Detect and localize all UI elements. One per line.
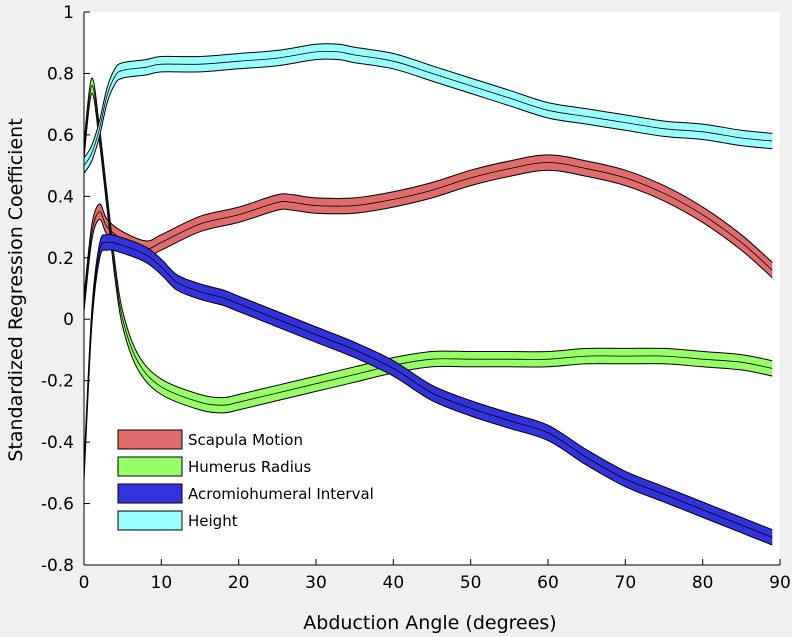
- height-lower-bound: [83, 58, 773, 174]
- humerus-radius-band: [84, 77, 773, 413]
- legend-swatch-height: [117, 510, 183, 531]
- x-ticks: 0 10 20 30 40 50 60 70 80 90: [79, 559, 791, 593]
- legend-label-acromiohumeral-interval: Acromiohumeral Interval: [188, 485, 374, 503]
- y-tick-label: -0.8: [41, 556, 74, 576]
- acromiohumeral-interval-band: [84, 234, 773, 545]
- y-ticks: -0.8 -0.6 -0.4 -0.2 0 0.2 0.4 0.6 0.8 1: [41, 3, 90, 576]
- x-tick-label: 0: [79, 573, 90, 593]
- legend-swatch-humerus-radius: [117, 456, 183, 477]
- legend-label-scapula-motion: Scapula Motion: [188, 431, 303, 449]
- x-tick-label: 70: [615, 573, 637, 593]
- legend-swatch-acromiohumeral-interval: [117, 483, 183, 504]
- humerus-radius-mean-line: [83, 85, 773, 406]
- legend-swatch-scapula-motion: [117, 429, 183, 450]
- acromiohumeral-interval-upper-bound: [83, 233, 773, 531]
- series-layer: [83, 43, 773, 546]
- legend-label-height: Height: [188, 512, 238, 530]
- x-tick-label: 50: [460, 573, 482, 593]
- acromiohumeral-interval-lower-bound: [83, 249, 773, 546]
- x-tick-label: 80: [692, 573, 714, 593]
- x-axis-title: Abduction Angle (degrees): [303, 612, 556, 634]
- humerus-radius-lower-bound: [83, 92, 773, 414]
- y-tick-label: 0.8: [47, 64, 74, 84]
- height-band: [84, 43, 773, 174]
- y-tick-label: 0.2: [47, 249, 74, 269]
- x-tick-label: 30: [305, 573, 327, 593]
- y-tick-label: -0.4: [41, 433, 74, 453]
- y-tick-label: 0: [63, 310, 74, 330]
- scapula-motion-band: [84, 154, 773, 312]
- y-tick-label: 0.4: [47, 187, 74, 207]
- y-tick-label: 0.6: [47, 126, 74, 146]
- height-mean-line: [83, 50, 773, 166]
- acromiohumeral-interval-mean-line: [83, 241, 773, 538]
- x-tick-label: 60: [537, 573, 559, 593]
- scapula-motion-upper-bound: [83, 154, 773, 297]
- y-tick-label: -0.6: [41, 495, 74, 515]
- y-axis-title: Standardized Regression Coefficient: [5, 118, 27, 461]
- legend: Scapula Motion Humerus Radius Acromiohumer…: [112, 424, 374, 536]
- x-tick-label: 40: [383, 573, 405, 593]
- y-tick-label: 1: [63, 3, 74, 23]
- x-tick-label: 90: [769, 573, 791, 593]
- axes: [83, 12, 780, 566]
- y-tick-label: -0.2: [41, 372, 74, 392]
- humerus-radius-upper-bound: [83, 77, 773, 399]
- height-upper-bound: [83, 43, 773, 159]
- x-tick-label: 20: [228, 573, 250, 593]
- x-tick-label: 10: [151, 573, 173, 593]
- legend-label-humerus-radius: Humerus Radius: [188, 458, 311, 476]
